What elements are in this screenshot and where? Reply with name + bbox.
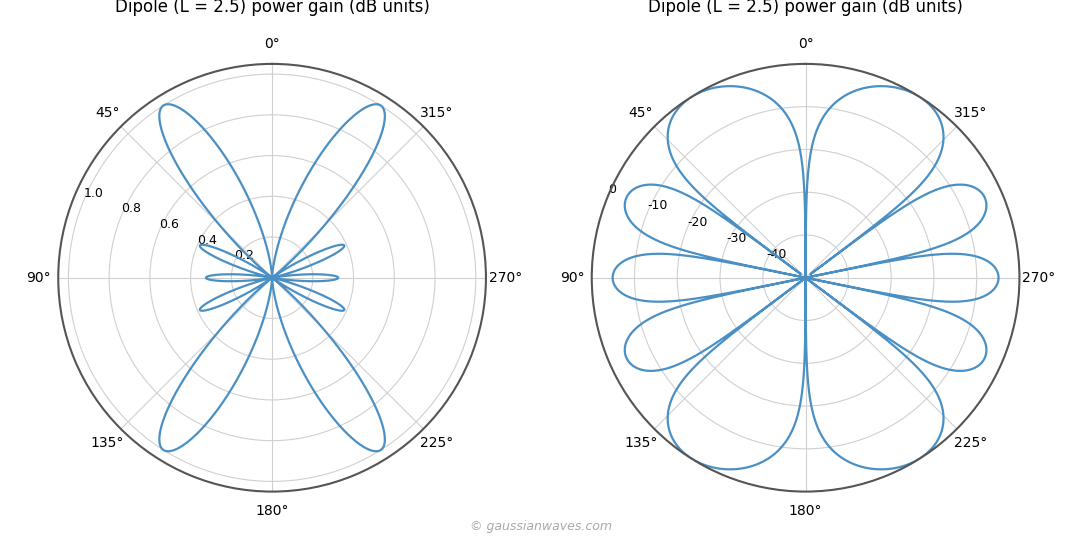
Title: Dipole (L = 2.5) power gain (dB units): Dipole (L = 2.5) power gain (dB units) <box>115 0 430 17</box>
Text: © gaussianwaves.com: © gaussianwaves.com <box>470 520 612 533</box>
Title: Dipole (L = 2.5) power gain (dB units): Dipole (L = 2.5) power gain (dB units) <box>648 0 963 17</box>
